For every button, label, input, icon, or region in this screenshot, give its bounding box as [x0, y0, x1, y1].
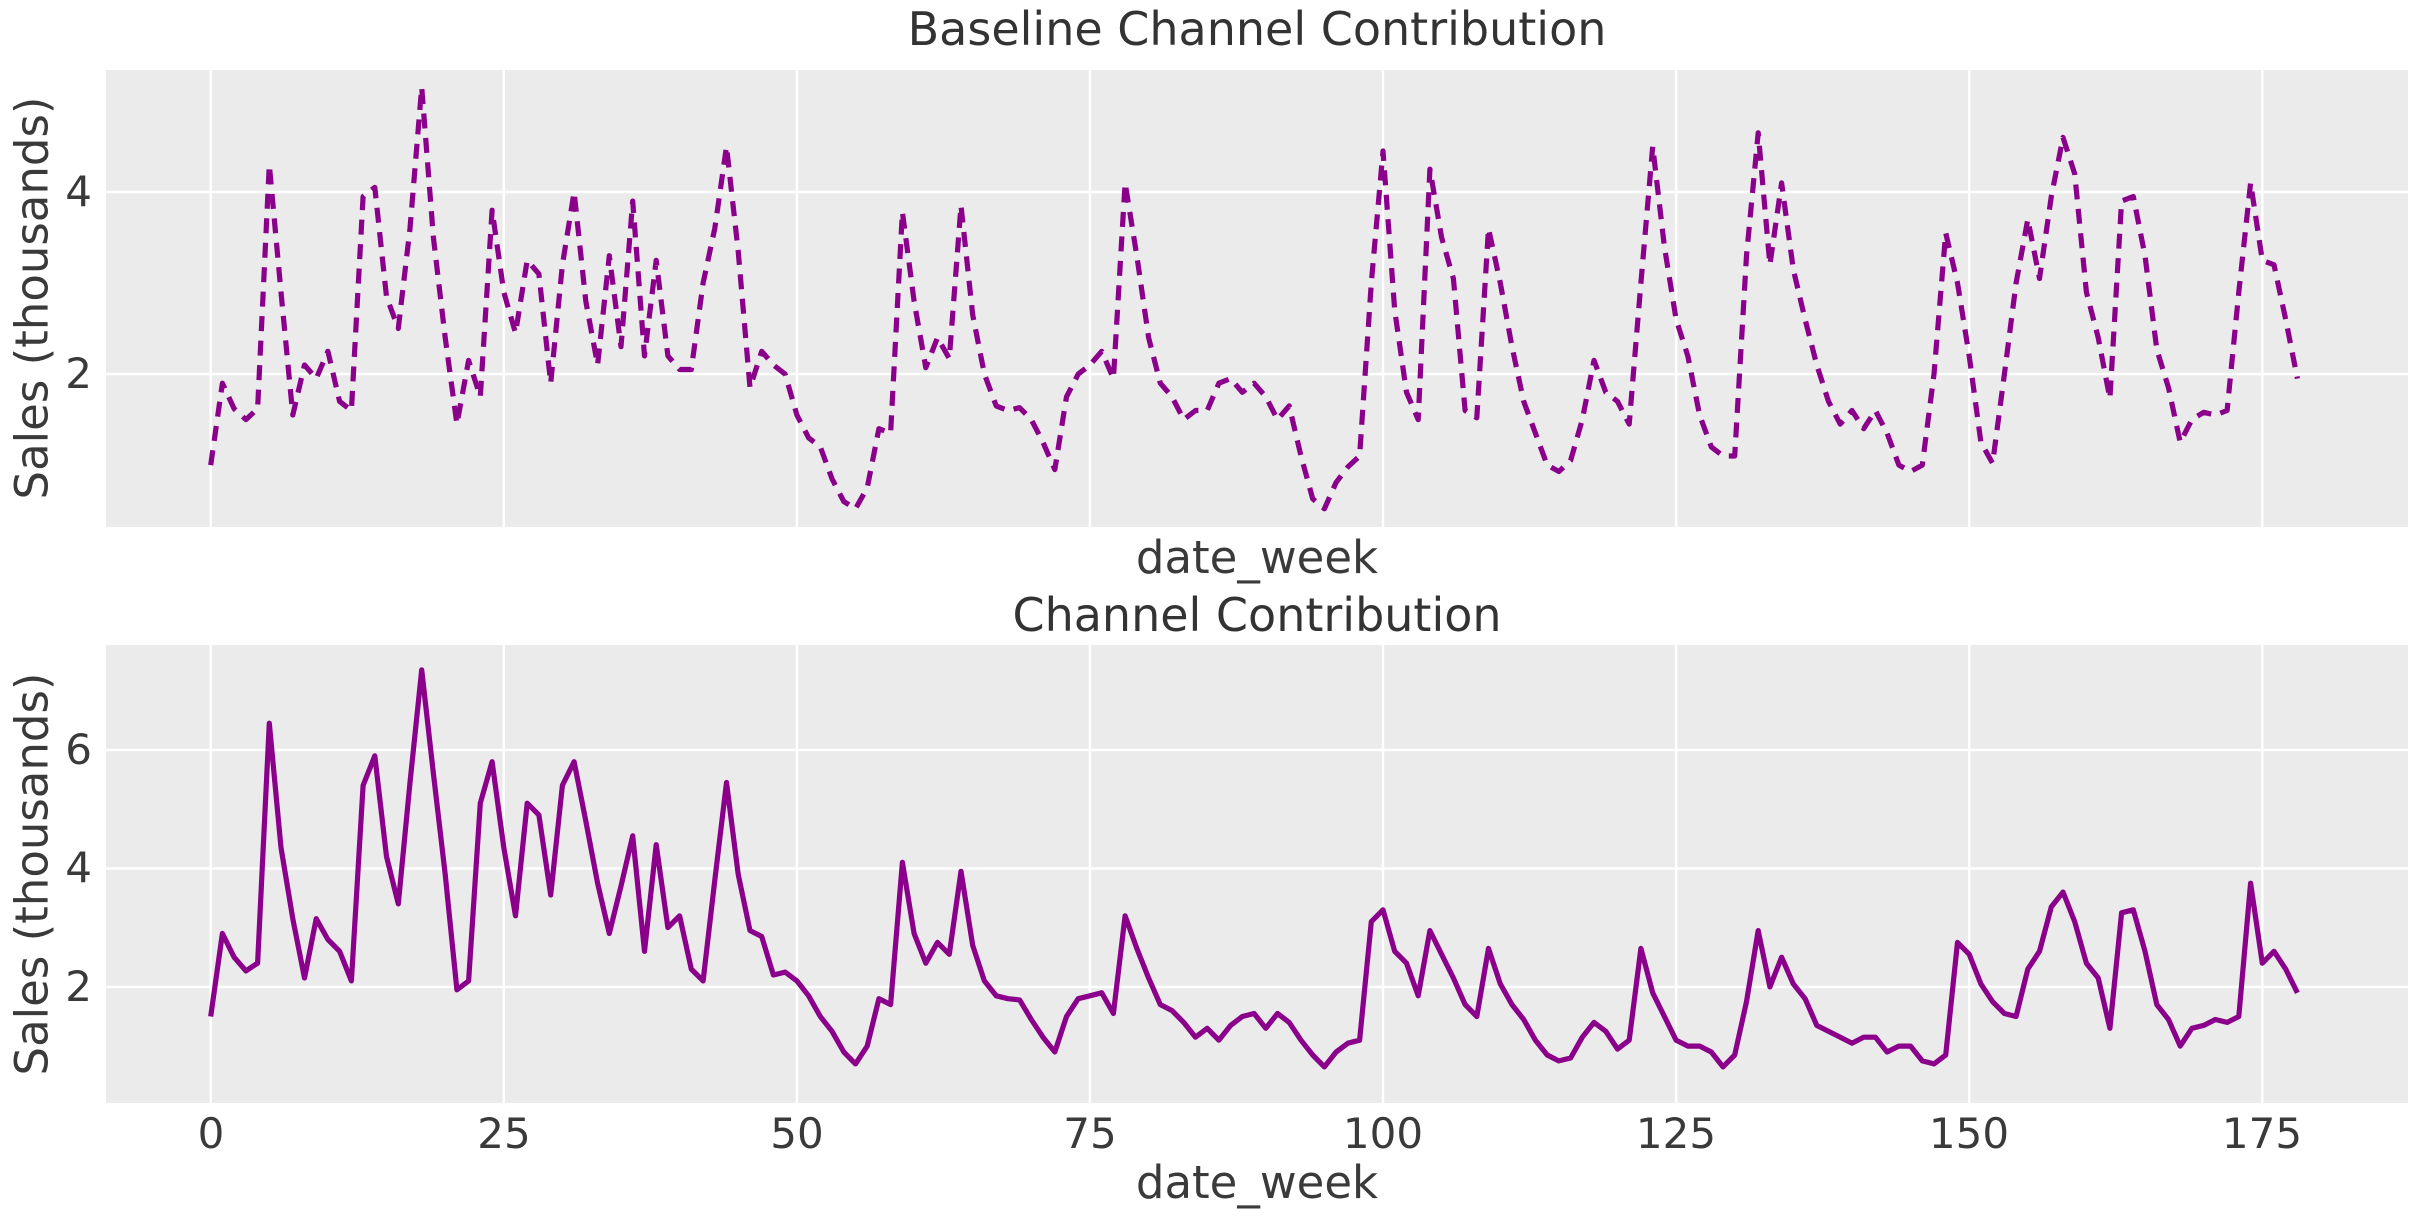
- chart-title-channel: Channel Contribution: [1012, 588, 1502, 642]
- y-tick-label: 6: [65, 725, 92, 774]
- plot-area-baseline: [106, 70, 2408, 527]
- plot-area-channel: [106, 645, 2408, 1103]
- y-tick-label: 4: [65, 167, 92, 216]
- x-tick-label: 150: [1928, 1109, 2010, 1158]
- y-tick-label: 2: [65, 349, 92, 398]
- x-tick-label: 175: [2221, 1109, 2303, 1158]
- x-tick-label: 100: [1342, 1109, 1424, 1158]
- y-tick-label: 2: [65, 962, 92, 1011]
- y-tick-label: 4: [65, 843, 92, 892]
- x-tick-label: 75: [1063, 1109, 1117, 1158]
- x-tick-label: 50: [770, 1109, 824, 1158]
- x-tick-label: 25: [477, 1109, 531, 1158]
- data-line-baseline: [208, 84, 2300, 512]
- x-tick-label: 125: [1635, 1109, 1717, 1158]
- x-tick-label: 0: [197, 1109, 225, 1158]
- panel-background: [106, 645, 2408, 1103]
- data-line-channel: [208, 667, 2300, 1070]
- x-axis-label-channel: date_week: [1135, 1156, 1379, 1209]
- x-axis-label-baseline: date_week: [1135, 531, 1379, 584]
- chart-title-baseline: Baseline Channel Contribution: [907, 2, 1607, 56]
- y-axis-label-baseline: Sales (thousands): [5, 96, 59, 500]
- panel-background: [106, 70, 2408, 527]
